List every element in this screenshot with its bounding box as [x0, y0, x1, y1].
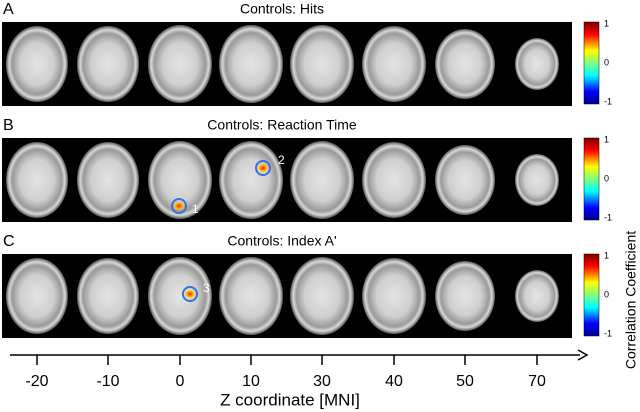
brain-slice: [6, 258, 68, 334]
brain-slice: [219, 25, 283, 103]
tick-label: 10: [242, 373, 260, 390]
brain-slice: [148, 25, 212, 103]
axis-arrow: [577, 349, 589, 361]
tick-label: 70: [528, 373, 546, 390]
brain-slice: [77, 142, 139, 218]
panel-letter: B: [3, 117, 14, 134]
brain-slice: [435, 261, 495, 331]
panel-title: Controls: Hits: [240, 1, 324, 17]
colorbar-tick-label: -1: [604, 96, 612, 106]
colorbar: [583, 21, 600, 105]
tick-label: 0: [176, 373, 185, 390]
colorbar-label: Correlation Coefficient: [623, 231, 639, 369]
colorbar-tick-label: 1: [604, 18, 609, 28]
colorbar: [583, 137, 600, 221]
brain-slice: [6, 142, 68, 218]
axis-label: Z coordinate [MNI]: [220, 390, 360, 409]
brain-slice: [77, 26, 139, 102]
tick-label: -10: [96, 373, 119, 390]
brain-slice: [515, 154, 559, 206]
brain-slice: [148, 141, 212, 219]
brain-slice: [362, 26, 426, 102]
brain-slice: [290, 25, 354, 103]
brain-slice: [148, 257, 212, 335]
panel-letter: A: [3, 1, 14, 18]
colorbar: [583, 253, 600, 337]
brain-slice: [362, 258, 426, 334]
tick-label: 40: [385, 373, 403, 390]
panel-title: Controls: Index A': [227, 233, 336, 249]
tick-label: 50: [456, 373, 474, 390]
brain-slice: [435, 145, 495, 215]
roi-label: 2: [278, 153, 285, 167]
colorbar-tick-label: 1: [604, 250, 609, 260]
colorbar-tick-label: 1: [604, 134, 609, 144]
panel-letter: C: [3, 233, 15, 250]
brain-slice: [435, 29, 495, 99]
roi-label: 1: [192, 202, 199, 216]
brain-slice: [77, 258, 139, 334]
brain-slice: [290, 141, 354, 219]
colorbar-tick-label: 0: [604, 57, 609, 67]
colorbar-tick-label: 0: [604, 289, 609, 299]
panel-title: Controls: Reaction Time: [207, 117, 357, 133]
tick-label: 30: [313, 373, 331, 390]
activation-blob: [185, 290, 195, 298]
roi-circle: [182, 286, 198, 302]
activation-blob: [258, 164, 268, 172]
brain-slice: [290, 257, 354, 335]
brain-slice: [6, 26, 68, 102]
colorbar-tick-label: -1: [604, 212, 612, 222]
brain-slice: [219, 257, 283, 335]
brain-slice: [515, 38, 559, 90]
activation-blob: [174, 202, 184, 210]
brain-slice: [219, 141, 283, 219]
tick-label: -20: [25, 373, 48, 390]
roi-circle: [171, 198, 187, 214]
colorbar-tick-label: -1: [604, 328, 612, 338]
colorbar-tick-label: 0: [604, 173, 609, 183]
roi-label: 3: [203, 281, 210, 295]
brain-slice: [362, 142, 426, 218]
roi-circle: [255, 160, 271, 176]
brain-slice: [515, 270, 559, 322]
